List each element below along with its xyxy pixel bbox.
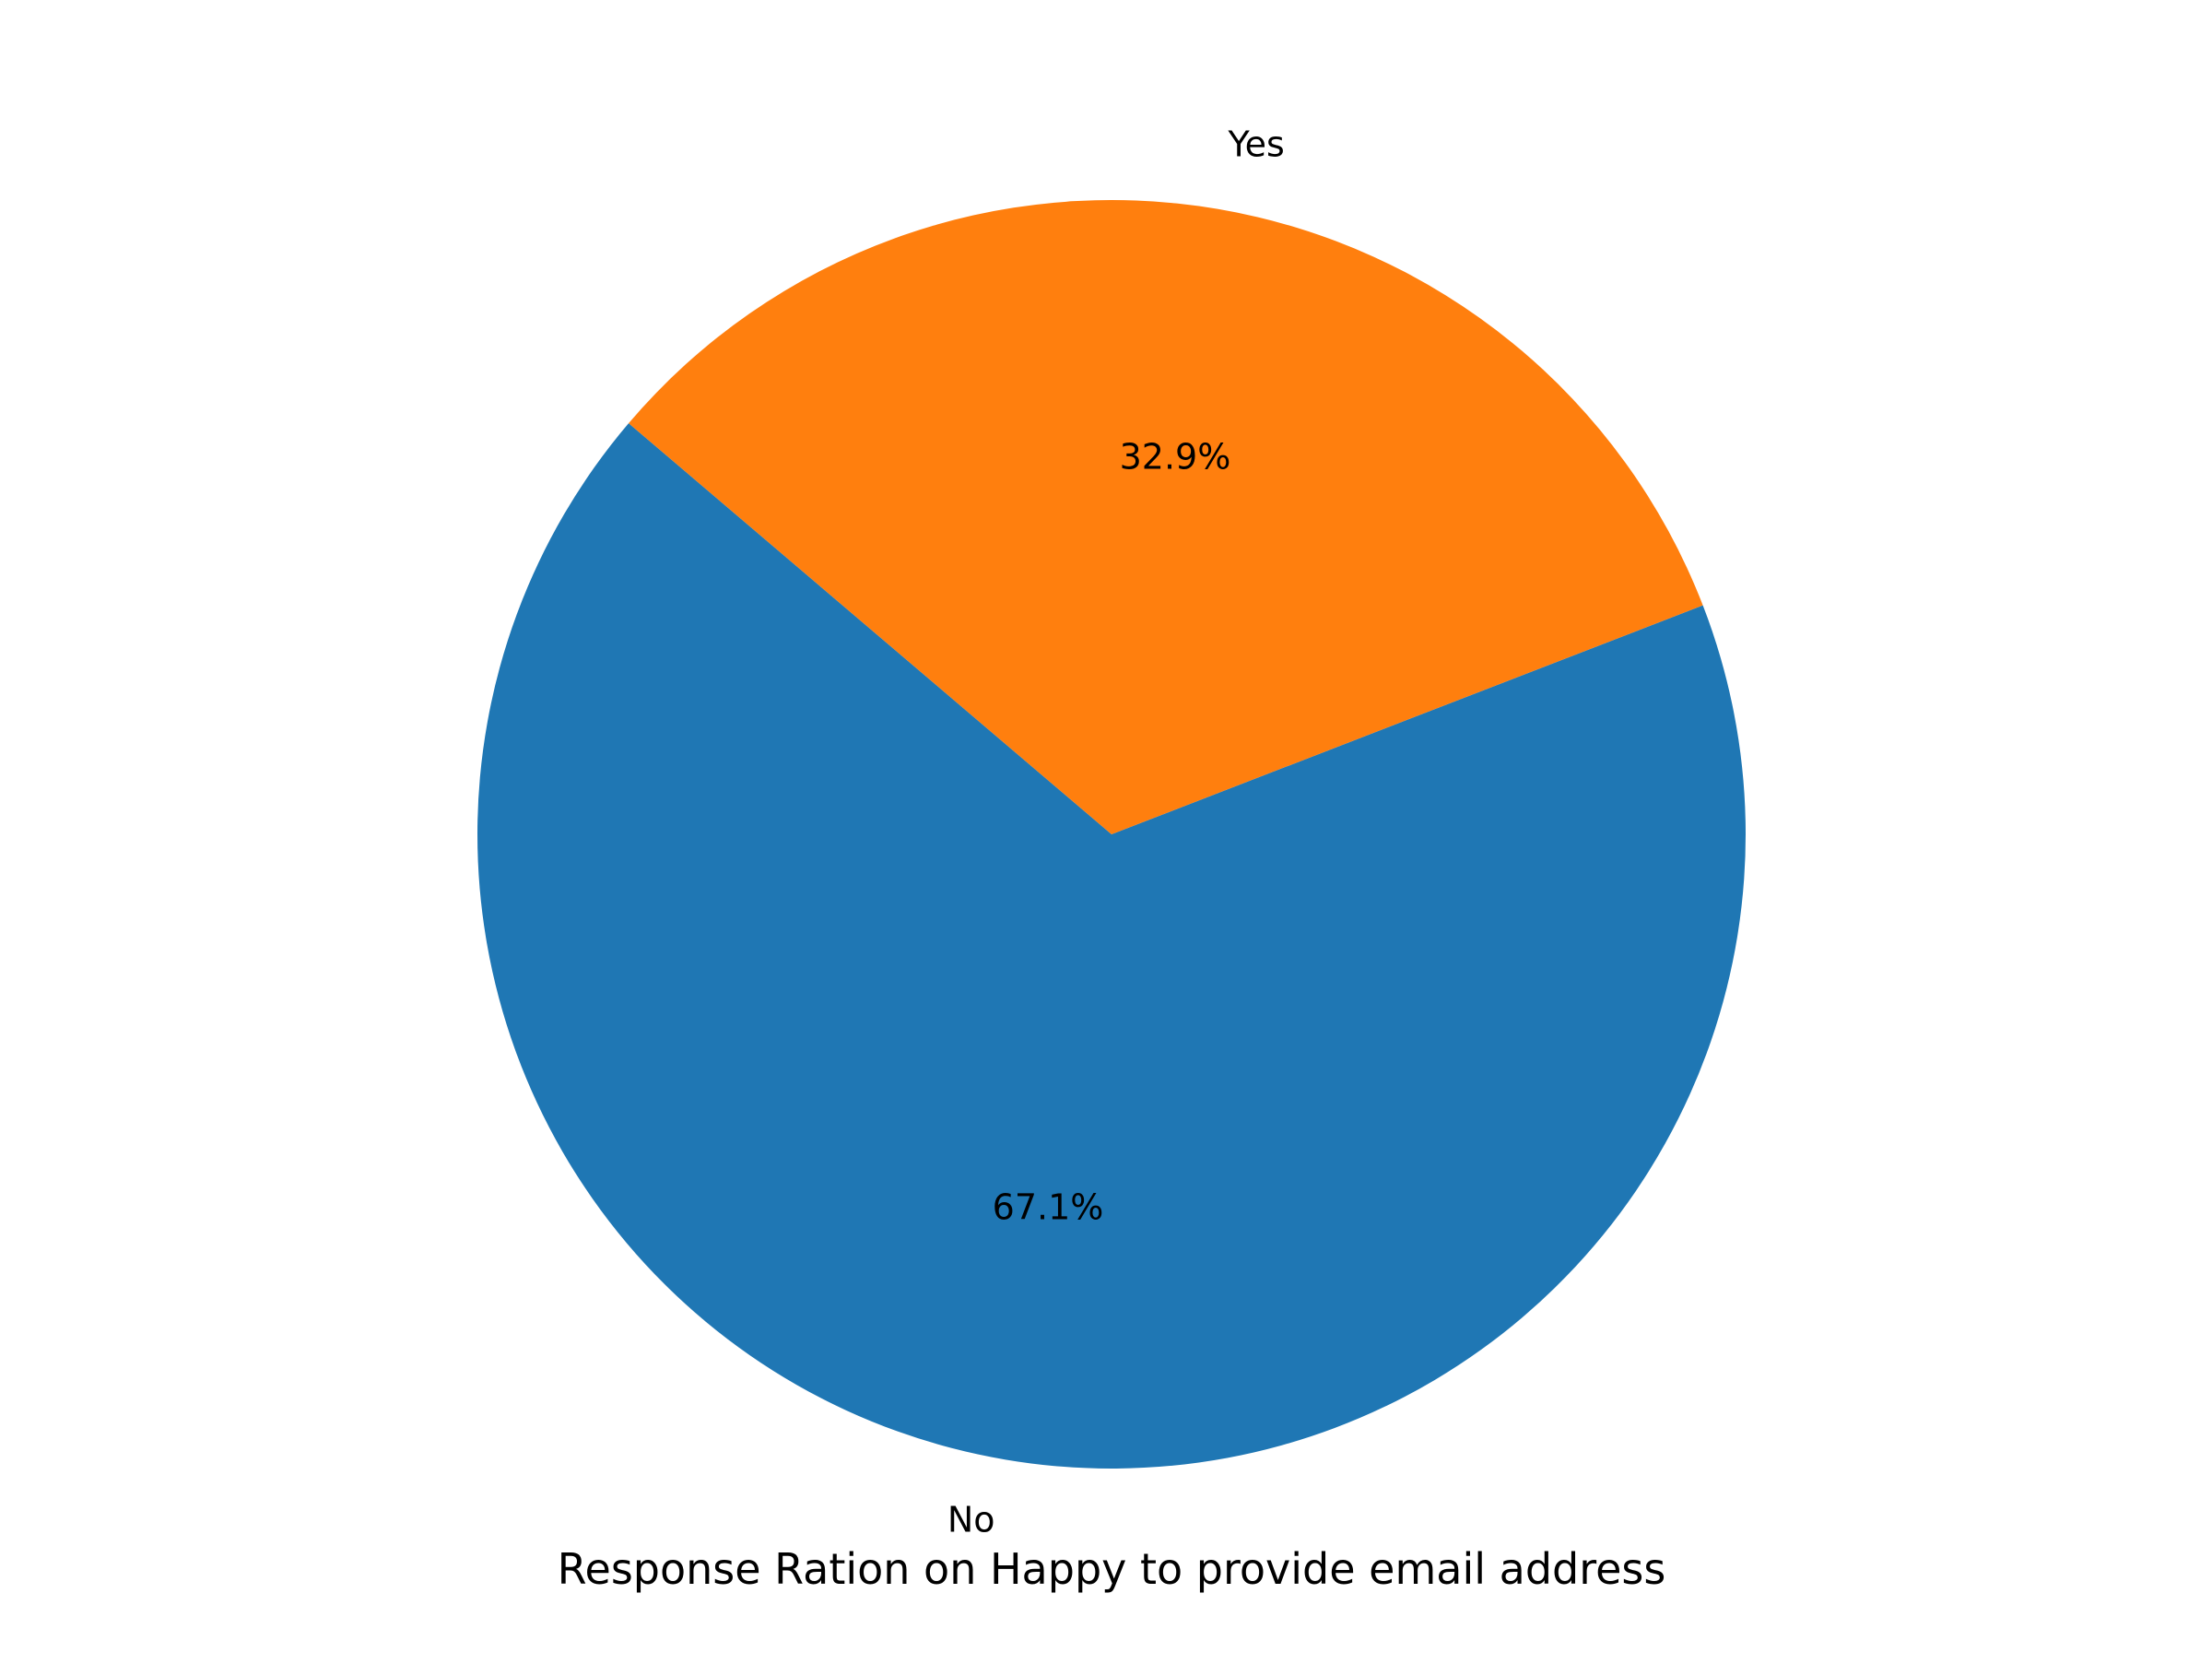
pct-label-yes: 32.9% bbox=[1120, 437, 1231, 478]
chart-title: Response Ration on Happy to provide emai… bbox=[558, 1544, 1666, 1594]
pie-slices bbox=[477, 199, 1747, 1469]
slice-label-no: No bbox=[947, 1500, 995, 1540]
pie-labels: No 67.1% Yes 32.9% bbox=[947, 124, 1285, 1540]
pct-label-no: 67.1% bbox=[993, 1186, 1104, 1227]
slice-label-yes: Yes bbox=[1227, 124, 1284, 164]
pie-slice-yes bbox=[629, 199, 1703, 834]
pie-slice-no bbox=[477, 423, 1747, 1469]
